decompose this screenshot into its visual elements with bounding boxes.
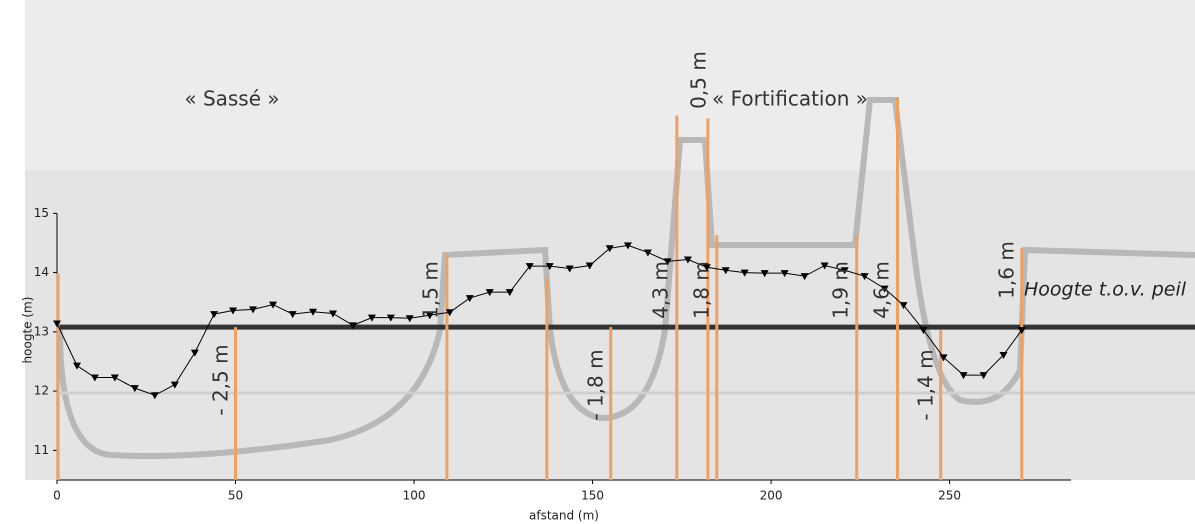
y-tick-label: 15 <box>34 206 49 220</box>
y-axis-label: hoogte (m) <box>21 297 35 364</box>
point <box>683 256 692 264</box>
point <box>979 372 988 380</box>
point <box>939 354 948 362</box>
y-tick-label: 12 <box>34 384 49 398</box>
point <box>545 263 554 271</box>
point <box>269 301 278 309</box>
point <box>800 273 809 281</box>
point <box>919 327 928 335</box>
point <box>959 372 968 380</box>
point <box>190 349 199 357</box>
x-tick-label: 50 <box>228 489 243 503</box>
y-tick-label: 13 <box>34 324 49 338</box>
annotation: « Fortification » <box>712 87 868 111</box>
point <box>445 309 454 317</box>
point <box>308 308 317 316</box>
x-axis-label: afstand (m) <box>529 509 599 523</box>
point <box>820 262 829 270</box>
x-tick-label: 200 <box>760 489 783 503</box>
point <box>702 264 711 272</box>
point <box>565 265 574 273</box>
point <box>110 374 119 382</box>
point <box>760 270 769 278</box>
annotation: « Sassé » <box>184 87 279 111</box>
point <box>605 245 614 253</box>
annotation: 4,6 m <box>870 261 894 319</box>
point <box>348 322 357 330</box>
reference-label: Hoogte t.o.v. peil <box>1024 279 1187 301</box>
point <box>90 374 99 382</box>
point <box>229 307 238 315</box>
point <box>72 362 81 370</box>
point <box>505 289 514 297</box>
point <box>525 263 534 271</box>
point <box>130 385 139 393</box>
point <box>780 270 789 278</box>
annotation: 1,8 m <box>690 261 714 319</box>
annotation: 1,9 m <box>829 261 853 319</box>
y-tick-label: 14 <box>34 265 49 279</box>
x-tick-label: 100 <box>403 489 426 503</box>
point <box>623 242 632 250</box>
point <box>170 381 179 389</box>
point <box>740 269 749 277</box>
y-tick-label: 11 <box>34 443 49 457</box>
point <box>53 320 61 328</box>
point <box>880 285 889 293</box>
annotation: 1,5 m <box>419 261 443 319</box>
x-tick-label: 250 <box>938 489 961 503</box>
point <box>999 351 1008 359</box>
point <box>367 314 376 322</box>
annotation: 0,5 m <box>687 51 711 109</box>
profile-line <box>56 244 1023 396</box>
point <box>465 295 474 303</box>
point <box>840 267 849 275</box>
annotation: - 2,5 m <box>209 344 233 415</box>
point <box>899 302 908 310</box>
point <box>860 273 869 281</box>
point <box>328 310 337 318</box>
point <box>585 262 594 270</box>
point <box>425 312 434 320</box>
x-tick-label: 150 <box>581 489 604 503</box>
point <box>249 306 258 314</box>
point <box>405 315 414 323</box>
point <box>485 289 494 297</box>
x-tick-label: 0 <box>53 489 61 503</box>
annotation: 4,3 m <box>649 261 673 319</box>
point <box>643 249 652 257</box>
point <box>721 267 730 275</box>
point <box>288 311 297 319</box>
point <box>663 258 672 266</box>
point <box>386 314 395 322</box>
annotation: 1,6 m <box>995 241 1019 299</box>
point <box>210 311 219 319</box>
point <box>1017 327 1026 335</box>
annotation: - 1,4 m <box>914 349 938 420</box>
annotation: - 1,8 m <box>584 349 608 420</box>
point <box>150 392 159 400</box>
